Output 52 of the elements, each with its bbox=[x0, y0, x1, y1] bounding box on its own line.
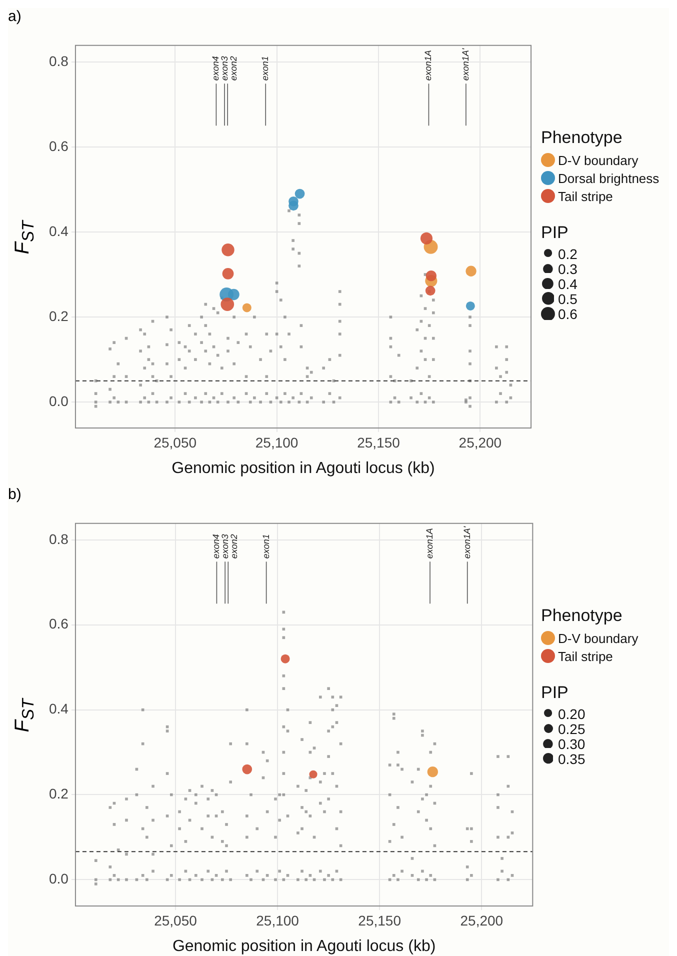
legend-label: 0.3 bbox=[556, 260, 578, 276]
ref-line-label: exon1 bbox=[260, 534, 271, 559]
ref-line-label: exon2 bbox=[229, 534, 240, 559]
ref-line-label: exon4 bbox=[211, 534, 222, 559]
legend-label: Tail stripe bbox=[558, 188, 613, 204]
y-tick-label: 0.4 bbox=[48, 222, 69, 239]
legend-label: 0.6 bbox=[556, 306, 578, 322]
legend-label: Tail stripe bbox=[558, 648, 613, 664]
y-tick-label: 0.0 bbox=[48, 392, 69, 409]
legend-label: D-V boundary bbox=[558, 152, 638, 168]
ref-line-label: exon1A bbox=[424, 528, 435, 559]
x-tick-label: 25,150 bbox=[358, 912, 402, 928]
chart-title: b) bbox=[8, 486, 22, 503]
x-tick-label: 25,100 bbox=[256, 912, 300, 928]
x-tick-label: 25,200 bbox=[460, 912, 504, 928]
ref-line-label: exon1 bbox=[260, 56, 270, 81]
ref-line-label: exon4 bbox=[210, 56, 221, 81]
y-tick-label: 0.8 bbox=[48, 530, 69, 547]
legend-label: Dorsal brightness bbox=[558, 170, 660, 186]
y-tick-label: 0.2 bbox=[48, 308, 69, 324]
y-tick-label: 0.6 bbox=[48, 616, 69, 632]
legend-label: D-V boundary bbox=[558, 630, 638, 646]
legend-title: Phenotype bbox=[541, 128, 624, 148]
y-tick-label: 0.2 bbox=[48, 786, 69, 802]
y-tick-label: 0.4 bbox=[48, 700, 69, 717]
ref-line-label: exon3 bbox=[220, 534, 230, 559]
y-tick-label: 0.6 bbox=[48, 138, 69, 154]
ref-line-label: exon1A' bbox=[460, 48, 470, 81]
x-axis-title: Genomic position in Agouti locus (kb) bbox=[172, 938, 436, 955]
x-axis-title: Genomic position in Agouti locus (kb) bbox=[172, 460, 435, 477]
x-tick-label: 25,200 bbox=[458, 434, 502, 450]
y-tick-label: 0.0 bbox=[48, 870, 69, 887]
ref-line-label: exon1A bbox=[423, 50, 434, 81]
legend-label: 0.2 bbox=[556, 246, 578, 262]
legend-label: 0.4 bbox=[556, 276, 578, 292]
x-tick-label: 25,050 bbox=[154, 434, 197, 450]
legend-label: 0.35 bbox=[556, 750, 586, 766]
ref-line-label: exon1A' bbox=[462, 526, 472, 559]
y-tick-label: 0.8 bbox=[48, 52, 69, 69]
legend-label: 0.30 bbox=[556, 736, 586, 752]
text: PIP bbox=[541, 223, 570, 243]
chart-title: a) bbox=[8, 8, 22, 25]
x-tick-label: 25,150 bbox=[357, 434, 400, 450]
legend-label: 0.5 bbox=[556, 290, 578, 306]
ref-line-label: exon2 bbox=[228, 56, 239, 81]
x-tick-label: 25,100 bbox=[255, 434, 298, 450]
x-tick-label: 25,050 bbox=[154, 912, 198, 928]
legend-title: Phenotype bbox=[541, 606, 624, 626]
ref-line-label: exon3 bbox=[220, 56, 230, 81]
legend-label: 0.20 bbox=[556, 706, 586, 722]
legend-label: 0.25 bbox=[557, 720, 586, 736]
text: PIP bbox=[541, 683, 570, 703]
